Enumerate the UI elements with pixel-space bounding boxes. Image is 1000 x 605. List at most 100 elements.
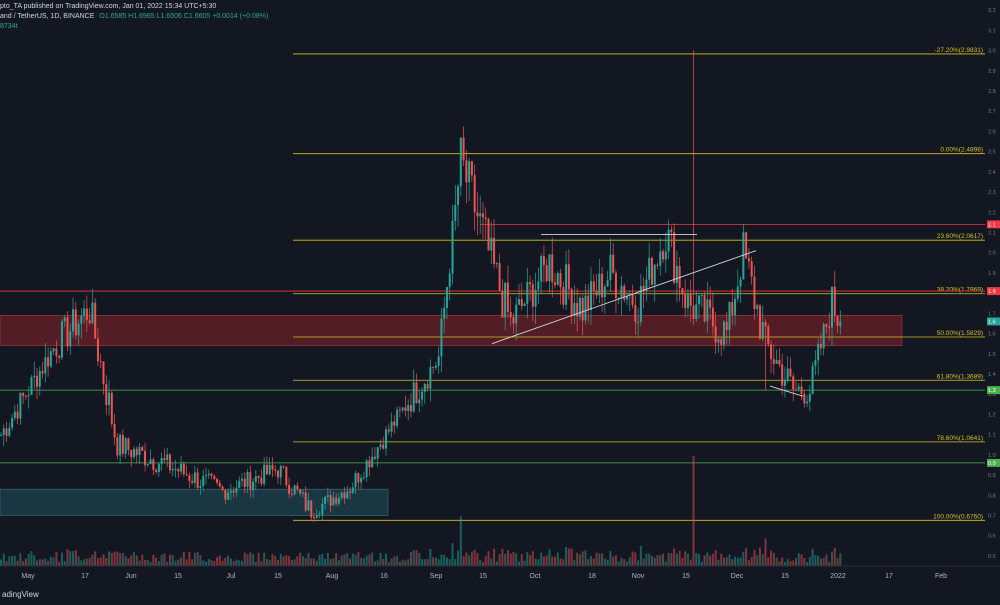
volume-bar: [656, 555, 659, 566]
volume-bar: [653, 557, 656, 566]
candle-body: [758, 305, 761, 339]
volume-bar: [337, 560, 340, 566]
volume-bar: [110, 552, 113, 566]
volume-bar: [329, 559, 332, 566]
candle-body: [168, 454, 171, 471]
candle-body: [351, 487, 354, 493]
volume-bar: [645, 553, 648, 566]
volume-bar: [351, 553, 354, 566]
volume-bar: [218, 555, 221, 566]
x-tick-label: 15: [174, 573, 182, 580]
volume-bar: [681, 557, 684, 566]
y-tick-label: 1.6: [988, 332, 996, 338]
volume-bar: [149, 561, 152, 566]
candle-body: [537, 281, 540, 290]
volume-bar: [229, 558, 232, 566]
candle-body: [662, 251, 665, 260]
candle-body: [581, 297, 584, 321]
candle-body: [99, 361, 102, 363]
volume-bar: [662, 553, 665, 566]
candle-body: [437, 356, 440, 366]
candle-body: [180, 463, 183, 472]
volume-bar: [808, 557, 811, 566]
y-tick-label: 1.0: [988, 453, 996, 459]
volume-bar: [396, 556, 399, 566]
volume-bar: [96, 558, 99, 566]
volume-bar: [828, 562, 831, 566]
volume-bar: [806, 562, 809, 566]
x-tick-label: Jun: [125, 573, 136, 580]
volume-bar: [819, 558, 822, 566]
x-tick-label: Feb: [935, 573, 947, 580]
candle-body: [711, 307, 714, 327]
volume-bar: [559, 558, 562, 566]
volume-bar: [614, 555, 617, 566]
candle-body: [468, 161, 471, 183]
x-tick-label: 15: [274, 573, 282, 580]
volume-bar: [501, 548, 504, 566]
y-tick-label: 2.7: [988, 109, 996, 115]
volume-bar: [747, 560, 750, 566]
candle-body: [38, 370, 41, 387]
candle-body: [2, 428, 5, 435]
y-tick-label: 2.8: [988, 89, 996, 95]
volume-bar: [764, 538, 767, 566]
volume-bar: [529, 555, 532, 566]
volume-bar: [637, 560, 640, 566]
volume-bar: [224, 557, 227, 566]
volume-bar: [831, 551, 833, 566]
volume-bar: [811, 549, 814, 566]
candle-body: [138, 447, 141, 456]
volume-bar: [479, 560, 482, 566]
volume-bar: [631, 551, 634, 566]
candle-body: [498, 263, 501, 291]
volume-bar: [601, 553, 604, 566]
candle-body: [277, 470, 279, 478]
volume-bar: [623, 559, 626, 566]
candle-body: [803, 393, 806, 404]
volume-bar: [66, 549, 69, 566]
candle-body: [135, 448, 138, 456]
candle-body: [562, 287, 565, 305]
candle-body: [642, 285, 645, 291]
volume-bar: [238, 560, 241, 566]
candle-body: [772, 359, 775, 364]
candle-body: [290, 493, 293, 495]
volume-bar: [288, 556, 291, 566]
volume-bar: [756, 555, 759, 566]
candle-body: [47, 357, 50, 367]
volume-bar: [678, 550, 681, 566]
candle-body: [404, 407, 407, 412]
volume-bar: [451, 543, 454, 566]
candle-body: [576, 302, 579, 317]
volume-bar: [324, 558, 327, 566]
candle-body: [559, 273, 562, 288]
volume-bar: [476, 553, 479, 566]
candle-body: [72, 309, 75, 332]
volume-bar: [174, 560, 177, 566]
y-tick-label: 3.1: [988, 28, 996, 34]
volume-bar: [321, 553, 324, 566]
price-tag: [987, 458, 1000, 467]
candle-body: [77, 323, 80, 336]
candle-body: [373, 456, 376, 459]
candle-body: [448, 273, 451, 288]
volume-bar: [504, 554, 507, 566]
volume-bar: [138, 560, 141, 566]
volume-bar: [781, 557, 784, 566]
volume-bar: [193, 552, 196, 566]
candle-body: [739, 279, 742, 287]
volume-bar: [249, 552, 252, 566]
candle-body: [398, 409, 401, 411]
volume-bar: [254, 561, 257, 566]
candle-body: [445, 287, 448, 308]
volume-bar: [684, 551, 687, 566]
volume-bar: [800, 554, 803, 566]
volume-bar: [315, 560, 318, 566]
volume-bar: [531, 551, 534, 566]
candle-body: [811, 365, 814, 395]
volume-bar: [495, 561, 498, 566]
candle-body: [839, 321, 842, 327]
volume-bar: [761, 554, 764, 566]
